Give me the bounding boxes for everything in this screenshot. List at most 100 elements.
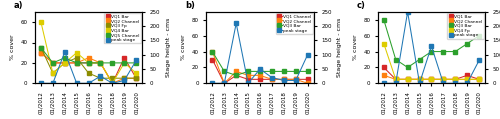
VQ2 Channel <box>62 62 68 64</box>
VQ4 Bar <box>74 52 80 53</box>
VQ1 Bar <box>381 67 387 68</box>
VQ1 Bar <box>416 79 422 80</box>
Line: VQ4 Fp: VQ4 Fp <box>382 42 481 81</box>
VQ3 Bar <box>428 51 434 52</box>
VQ4 Fp <box>440 79 446 80</box>
VQ4 Fp <box>476 79 482 80</box>
VQ3 Bar <box>257 71 263 72</box>
VQ4 Fp <box>464 79 470 80</box>
peak stage <box>428 45 434 47</box>
VQ5 Channel <box>133 62 139 64</box>
Text: c): c) <box>356 1 366 10</box>
VQ2 Channel <box>440 79 446 80</box>
VQ1 Bar <box>86 62 91 64</box>
peak stage <box>133 60 139 61</box>
VQ2 Channel <box>292 79 298 80</box>
VQ4 Fp <box>416 79 422 80</box>
Y-axis label: Stage height - cms: Stage height - cms <box>166 18 171 77</box>
peak stage <box>257 68 263 70</box>
VQ5 Channel <box>74 62 80 64</box>
VQ1 Channel <box>304 79 310 80</box>
VQ1 Bar <box>98 62 103 64</box>
Line: VQ3 Fp: VQ3 Fp <box>39 46 138 80</box>
VQ1 Bar <box>50 62 56 64</box>
Line: VQ4 Bar: VQ4 Bar <box>39 20 138 85</box>
VQ5 Channel <box>62 57 68 59</box>
peak stage <box>245 83 251 84</box>
VQ1 Bar <box>122 57 128 59</box>
peak stage <box>416 83 422 84</box>
peak stage <box>404 11 410 13</box>
VQ3 Bar <box>292 71 298 72</box>
VQ3 Bar <box>416 59 422 60</box>
VQ3 Bar <box>476 35 482 36</box>
VQ2 Channel <box>222 83 228 84</box>
VQ1 Bar <box>452 79 458 80</box>
VQ3 Bar <box>304 71 310 72</box>
VQ3 Bar <box>392 59 398 60</box>
VQ1 Channel <box>210 59 216 60</box>
peak stage <box>304 54 310 55</box>
VQ2 Channel <box>50 62 56 64</box>
Line: peak stage: peak stage <box>382 10 481 85</box>
VQ4 Bar <box>86 62 91 64</box>
VQ3 Fp <box>74 57 80 59</box>
VQ3 Fp <box>110 77 116 79</box>
peak stage <box>210 83 216 84</box>
Line: peak stage: peak stage <box>39 50 138 85</box>
peak stage <box>464 83 470 84</box>
VQ2 Channel <box>38 52 44 53</box>
VQ5 Channel <box>110 62 116 64</box>
VQ4 Bar <box>133 72 139 74</box>
VQ3 Fp <box>133 77 139 79</box>
VQ3 Fp <box>86 72 91 74</box>
Line: VQ1 Bar: VQ1 Bar <box>382 66 481 81</box>
peak stage <box>122 80 128 81</box>
VQ1 Bar <box>62 62 68 64</box>
VQ4 Fp <box>381 43 387 44</box>
VQ3 Bar <box>404 67 410 68</box>
VQ1 Bar <box>404 79 410 80</box>
VQ3 Fp <box>122 77 128 79</box>
VQ5 Channel <box>98 62 103 64</box>
VQ3 Bar <box>281 71 287 72</box>
VQ4 Bar <box>50 72 56 74</box>
VQ4 Bar <box>98 62 103 64</box>
peak stage <box>476 60 482 61</box>
Text: a): a) <box>14 1 23 10</box>
VQ2 Channel <box>210 51 216 52</box>
VQ2 Channel <box>74 62 80 64</box>
VQ2 Channel <box>257 75 263 76</box>
Y-axis label: Stage height - cms: Stage height - cms <box>338 18 342 77</box>
VQ2 Channel <box>416 79 422 80</box>
VQ4 Fp <box>392 79 398 80</box>
VQ1 Bar <box>392 79 398 80</box>
Line: VQ3 Bar: VQ3 Bar <box>210 50 310 77</box>
peak stage <box>62 51 68 53</box>
VQ3 Bar <box>222 71 228 72</box>
VQ3 Bar <box>269 71 275 72</box>
Y-axis label: % cover: % cover <box>352 35 358 60</box>
VQ3 Bar <box>452 51 458 52</box>
VQ5 Channel <box>50 62 56 64</box>
VQ4 Bar <box>110 83 116 84</box>
VQ2 Channel <box>281 79 287 80</box>
VQ1 Bar <box>133 77 139 79</box>
VQ4 Bar <box>38 21 44 23</box>
VQ3 Bar <box>381 19 387 21</box>
VQ2 Channel <box>110 83 116 84</box>
Line: VQ3 Bar: VQ3 Bar <box>382 18 481 69</box>
VQ1 Channel <box>292 79 298 80</box>
Y-axis label: % cover: % cover <box>10 35 15 60</box>
peak stage <box>269 77 275 78</box>
VQ2 Channel <box>381 75 387 76</box>
VQ3 Bar <box>245 71 251 72</box>
Legend: VQ1 Bar, VQ2 Channel, VQ3 Fp, VQ4 Bar, VQ5 Channel, peak stage: VQ1 Bar, VQ2 Channel, VQ3 Fp, VQ4 Bar, V… <box>104 13 142 43</box>
VQ3 Bar <box>440 51 446 52</box>
Line: peak stage: peak stage <box>210 22 310 85</box>
VQ1 Bar <box>464 75 470 76</box>
VQ4 Bar <box>122 62 128 64</box>
VQ1 Bar <box>110 83 116 84</box>
VQ4 Fp <box>452 79 458 80</box>
VQ1 Channel <box>222 83 228 84</box>
